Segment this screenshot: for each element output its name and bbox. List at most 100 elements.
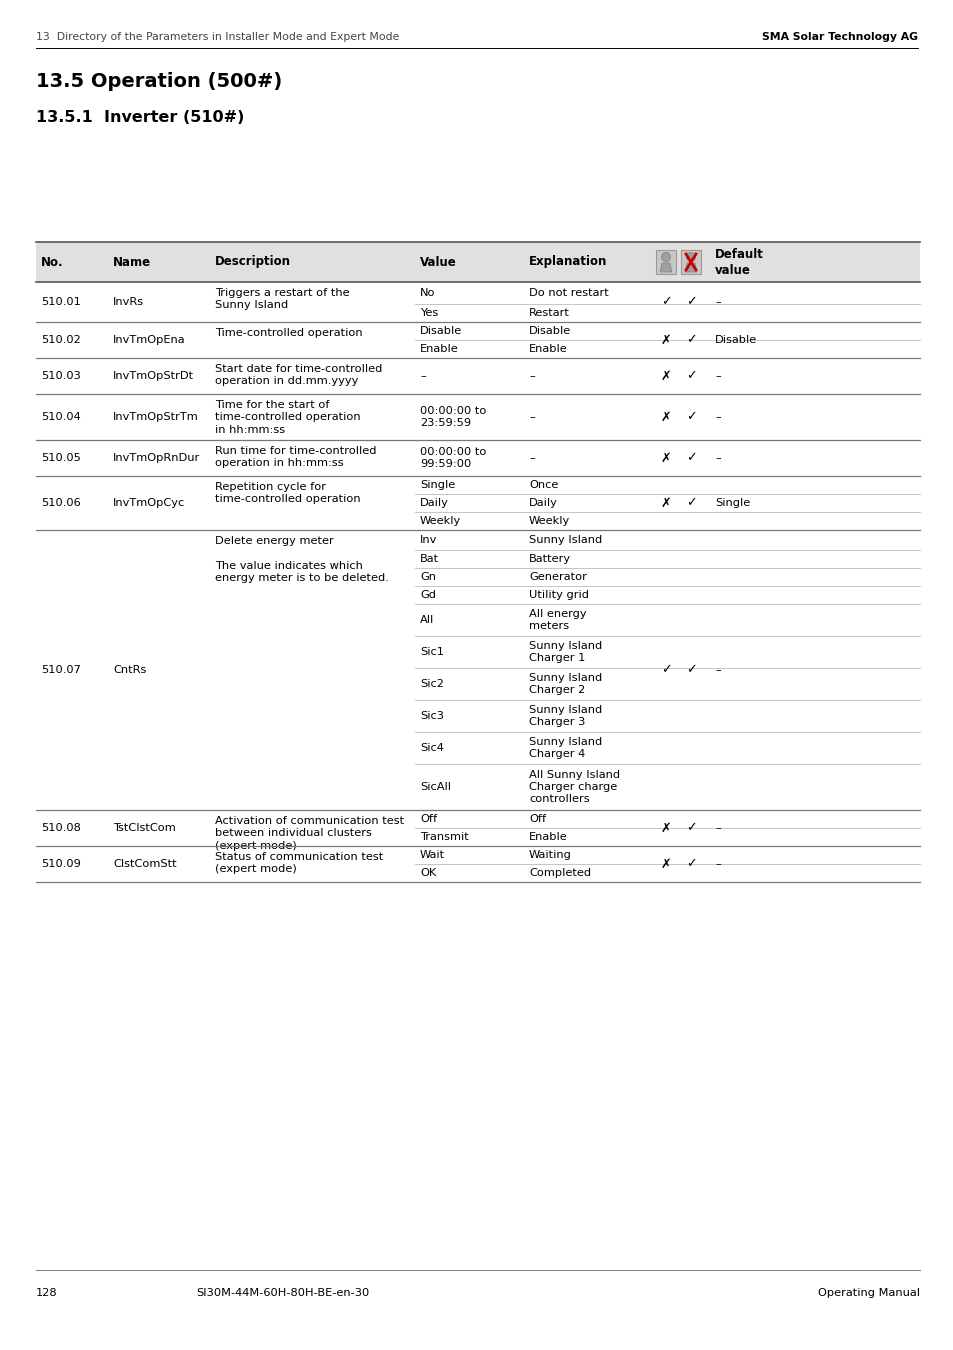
Text: TstClstCom: TstClstCom bbox=[112, 824, 175, 833]
Text: ✓: ✓ bbox=[685, 451, 696, 464]
Text: Sic1: Sic1 bbox=[419, 647, 443, 657]
Text: Time for the start of
time-controlled operation
in hh:mm:ss: Time for the start of time-controlled op… bbox=[214, 400, 360, 435]
Text: Waiting: Waiting bbox=[529, 850, 571, 860]
Text: ✓: ✓ bbox=[685, 410, 696, 424]
Text: ✓: ✓ bbox=[685, 857, 696, 871]
Text: Once: Once bbox=[529, 481, 558, 490]
Text: Yes: Yes bbox=[419, 308, 437, 319]
Text: ✗: ✗ bbox=[660, 822, 671, 834]
Text: Delete energy meter

The value indicates which
energy meter is to be deleted.: Delete energy meter The value indicates … bbox=[214, 536, 389, 583]
Text: ✗: ✗ bbox=[660, 333, 671, 347]
Text: –: – bbox=[714, 859, 720, 869]
Text: SicAll: SicAll bbox=[419, 782, 451, 792]
Text: 510.05: 510.05 bbox=[41, 454, 81, 463]
Text: Sunny Island
Charger 1: Sunny Island Charger 1 bbox=[529, 641, 601, 663]
Text: ✗: ✗ bbox=[660, 497, 671, 509]
Text: ✗: ✗ bbox=[660, 451, 671, 464]
Text: ✓: ✓ bbox=[685, 497, 696, 509]
Text: 510.03: 510.03 bbox=[41, 371, 81, 381]
Bar bbox=[656, 250, 676, 274]
Text: 510.09: 510.09 bbox=[41, 859, 81, 869]
Text: 13.5.1  Inverter (510#): 13.5.1 Inverter (510#) bbox=[36, 109, 244, 126]
Text: Restart: Restart bbox=[529, 308, 569, 319]
Text: ✓: ✓ bbox=[685, 296, 696, 309]
Text: Off: Off bbox=[419, 814, 436, 824]
Text: Enable: Enable bbox=[529, 832, 567, 842]
Text: –: – bbox=[529, 371, 535, 381]
Text: Description: Description bbox=[214, 255, 291, 269]
Text: Completed: Completed bbox=[529, 868, 591, 878]
Text: Wait: Wait bbox=[419, 850, 445, 860]
Text: Gd: Gd bbox=[419, 590, 436, 599]
Text: Transmit: Transmit bbox=[419, 832, 468, 842]
Bar bbox=[36, 242, 919, 282]
Text: 510.06: 510.06 bbox=[41, 498, 81, 508]
Text: InvTmOpEna: InvTmOpEna bbox=[112, 335, 186, 346]
Text: 00:00:00 to
23:59:59: 00:00:00 to 23:59:59 bbox=[419, 406, 486, 428]
Text: –: – bbox=[419, 371, 425, 381]
Text: Triggers a restart of the
Sunny Island: Triggers a restart of the Sunny Island bbox=[214, 288, 349, 311]
Text: All Sunny Island
Charger charge
controllers: All Sunny Island Charger charge controll… bbox=[529, 769, 619, 805]
Text: Utility grid: Utility grid bbox=[529, 590, 588, 599]
Bar bbox=[680, 250, 700, 274]
Text: 510.08: 510.08 bbox=[41, 824, 81, 833]
Text: 00:00:00 to
99:59:00: 00:00:00 to 99:59:00 bbox=[419, 447, 486, 470]
Text: Disable: Disable bbox=[419, 325, 462, 336]
Text: Battery: Battery bbox=[529, 554, 571, 564]
Text: Sunny Island
Charger 2: Sunny Island Charger 2 bbox=[529, 672, 601, 695]
Text: All: All bbox=[419, 616, 434, 625]
Text: ✗: ✗ bbox=[660, 857, 671, 871]
Text: All energy
meters: All energy meters bbox=[529, 609, 586, 632]
Text: –: – bbox=[714, 297, 720, 306]
Text: Explanation: Explanation bbox=[529, 255, 607, 269]
Text: CntRs: CntRs bbox=[112, 666, 146, 675]
Text: Daily: Daily bbox=[529, 498, 558, 508]
Text: InvTmOpRnDur: InvTmOpRnDur bbox=[112, 454, 200, 463]
Text: Value: Value bbox=[419, 255, 456, 269]
Text: Gn: Gn bbox=[419, 572, 436, 582]
Polygon shape bbox=[684, 263, 697, 271]
Text: –: – bbox=[714, 371, 720, 381]
Text: Single: Single bbox=[419, 481, 455, 490]
Text: 510.04: 510.04 bbox=[41, 412, 81, 423]
Text: InvRs: InvRs bbox=[112, 297, 144, 306]
Text: Enable: Enable bbox=[529, 344, 567, 354]
Text: SMA Solar Technology AG: SMA Solar Technology AG bbox=[761, 32, 917, 42]
Text: OK: OK bbox=[419, 868, 436, 878]
Text: –: – bbox=[714, 454, 720, 463]
Text: –: – bbox=[714, 824, 720, 833]
Text: Single: Single bbox=[714, 498, 749, 508]
Text: Repetition cycle for
time-controlled operation: Repetition cycle for time-controlled ope… bbox=[214, 482, 360, 505]
Text: Default
value: Default value bbox=[714, 247, 763, 277]
Text: Activation of communication test
between individual clusters
(expert mode): Activation of communication test between… bbox=[214, 815, 404, 850]
Text: ✗: ✗ bbox=[660, 370, 671, 382]
Text: Off: Off bbox=[529, 814, 545, 824]
Text: ✓: ✓ bbox=[685, 663, 696, 676]
Text: ✓: ✓ bbox=[685, 822, 696, 834]
Text: Sic2: Sic2 bbox=[419, 679, 443, 688]
Text: Weekly: Weekly bbox=[419, 516, 460, 526]
Text: 510.07: 510.07 bbox=[41, 666, 81, 675]
Text: Name: Name bbox=[112, 255, 151, 269]
Text: No.: No. bbox=[41, 255, 64, 269]
Text: ✓: ✓ bbox=[660, 296, 671, 309]
Text: No: No bbox=[419, 288, 435, 298]
Text: Sunny Island
Charger 4: Sunny Island Charger 4 bbox=[529, 737, 601, 759]
Text: ✓: ✓ bbox=[660, 663, 671, 676]
Text: –: – bbox=[529, 412, 535, 423]
Text: Time-controlled operation: Time-controlled operation bbox=[214, 328, 362, 338]
Text: InvTmOpStrDt: InvTmOpStrDt bbox=[112, 371, 193, 381]
Text: –: – bbox=[714, 666, 720, 675]
Text: Sic3: Sic3 bbox=[419, 711, 443, 721]
Text: Inv: Inv bbox=[419, 535, 436, 545]
Text: InvTmOpCyc: InvTmOpCyc bbox=[112, 498, 185, 508]
Text: –: – bbox=[529, 454, 535, 463]
Text: SI30M-44M-60H-80H-BE-en-30: SI30M-44M-60H-80H-BE-en-30 bbox=[195, 1288, 369, 1297]
Text: Enable: Enable bbox=[419, 344, 458, 354]
Text: Sic4: Sic4 bbox=[419, 743, 443, 753]
Text: 128: 128 bbox=[36, 1288, 57, 1297]
Text: Disable: Disable bbox=[714, 335, 757, 346]
Text: InvTmOpStrTm: InvTmOpStrTm bbox=[112, 412, 198, 423]
Text: –: – bbox=[714, 412, 720, 423]
Text: Do not restart: Do not restart bbox=[529, 288, 608, 298]
